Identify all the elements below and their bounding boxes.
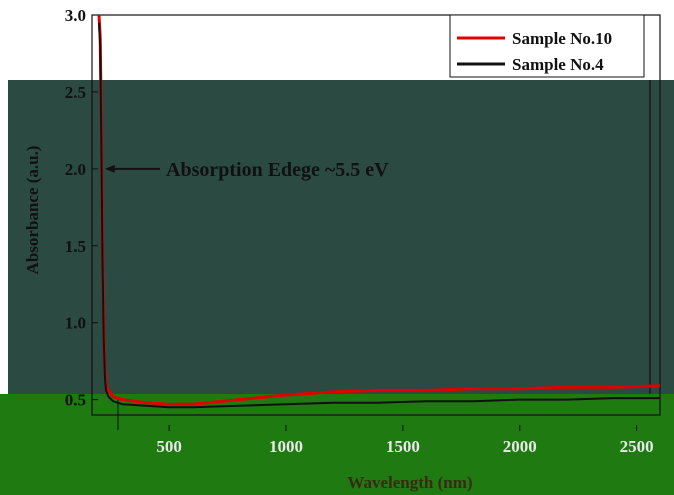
y-tick-label: 2.0 (65, 160, 86, 179)
x-tick-label: 1000 (269, 437, 303, 456)
plot-border (91, 14, 661, 416)
y-tick-label: 1.0 (65, 314, 86, 333)
y-tick-label: 2.5 (65, 83, 86, 102)
x-tick-label: 2000 (503, 437, 537, 456)
annotation-arrowhead (104, 164, 115, 173)
x-tick-label: 500 (156, 437, 182, 456)
y-axis-title: Absorbance (a.u.) (23, 146, 42, 275)
x-tick-label: 2500 (620, 437, 654, 456)
x-tick-label: 1500 (386, 437, 420, 456)
y-tick-label: 1.5 (65, 237, 86, 256)
y-tick-label: 0.5 (65, 391, 86, 410)
series-layer (97, 14, 661, 409)
x-axis-title: Wavelength (nm) (347, 473, 472, 492)
legend: Sample No.10 Sample No.4 (449, 14, 645, 78)
ticks-layer: 0.5 1.0 1.5 2.0 2.5 3.0 500 1000 1500 2000 2500 (65, 6, 654, 456)
plot-frame (91, 14, 661, 430)
legend-box (449, 14, 645, 78)
annotation-text: Absorption Edege ~5.5 eV (166, 159, 389, 181)
bottom-background-band (0, 394, 674, 495)
legend-label-1: Sample No.10 (512, 29, 612, 48)
series-line-2 (98, 22, 660, 409)
y-tick-label: 3.0 (65, 6, 86, 25)
annotation-layer: Absorption Edege ~5.5 eV (104, 159, 389, 181)
legend-label-2: Sample No.4 (512, 55, 604, 74)
middle-background-band (8, 80, 674, 394)
